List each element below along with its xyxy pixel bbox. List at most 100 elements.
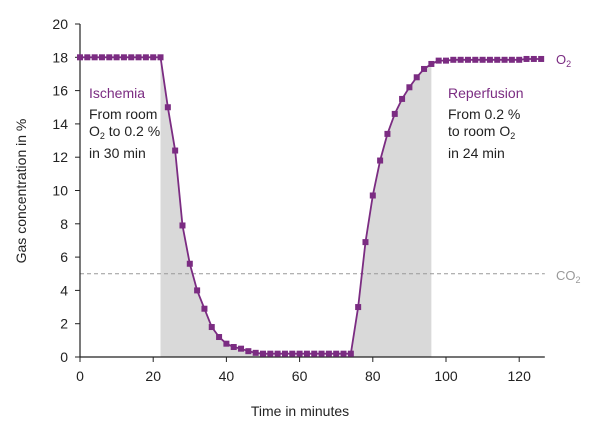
ischemia-line-2: O2 to 0.2 % xyxy=(89,123,160,141)
o2-point xyxy=(252,349,259,356)
o2-point xyxy=(179,222,186,229)
y-tick-label-18: 18 xyxy=(52,49,68,65)
y-tick-label-2: 2 xyxy=(60,316,68,332)
o2-point xyxy=(479,56,486,63)
o2-point xyxy=(186,260,193,267)
o2-point xyxy=(157,54,164,61)
o2-point xyxy=(106,54,113,61)
o2-point xyxy=(77,54,83,61)
o2-point xyxy=(311,350,318,357)
o2-point xyxy=(281,350,288,357)
shaded-regions xyxy=(160,57,432,358)
o2-point xyxy=(450,56,457,63)
x-tick-label-80: 80 xyxy=(365,368,381,384)
o2-point xyxy=(230,344,237,351)
ischemia-line-3: in 30 min xyxy=(89,145,146,161)
o2-point xyxy=(421,65,428,72)
o2-point xyxy=(289,350,296,357)
o2-point xyxy=(208,324,215,331)
o2-point xyxy=(245,348,252,355)
reperfusion-line-2: to room O2 xyxy=(448,123,515,141)
o2-point xyxy=(172,147,179,154)
o2-label-main: O xyxy=(556,52,566,67)
reperfusion-line-3: in 24 min xyxy=(448,145,505,161)
reperfusion-line-1: From 0.2 % xyxy=(448,106,520,122)
o2-point xyxy=(164,104,171,111)
o2-point xyxy=(530,55,537,62)
o2-series-label: O2 xyxy=(556,52,571,69)
y-tick-label-6: 6 xyxy=(60,249,68,265)
o2-point xyxy=(318,350,325,357)
o2-point xyxy=(340,350,347,357)
co2-label-main: CO xyxy=(556,268,576,283)
o2-series xyxy=(77,54,545,357)
o2-point xyxy=(494,56,501,63)
o2-point xyxy=(538,55,545,62)
o2-point xyxy=(260,350,266,357)
x-tick-label-60: 60 xyxy=(292,368,308,384)
x-tick-label-20: 20 xyxy=(145,368,161,384)
o2-point xyxy=(377,157,384,164)
y-tick-label-0: 0 xyxy=(60,349,68,365)
o2-point xyxy=(142,54,149,61)
o2-point xyxy=(508,56,515,63)
o2-point xyxy=(435,57,442,64)
o2-point xyxy=(98,54,105,61)
o2-point xyxy=(523,55,530,62)
o2-point xyxy=(369,192,376,199)
ischemia-annotation: Ischemia From room O2 to 0.2 % in 30 min xyxy=(89,85,160,161)
o2-point xyxy=(472,56,479,63)
o2-point xyxy=(413,74,420,81)
ischemia-title: Ischemia xyxy=(89,85,145,101)
ischemia-line-2-main: O xyxy=(89,123,100,139)
o2-point xyxy=(128,54,135,61)
y-tick-label-16: 16 xyxy=(52,83,68,99)
x-tick-label-100: 100 xyxy=(434,368,458,384)
o2-point xyxy=(464,56,471,63)
o2-point xyxy=(428,60,435,67)
o2-point xyxy=(238,345,245,352)
o2-point xyxy=(216,334,223,341)
axes: 0 2 4 6 8 10 12 14 16 18 20 0 20 40 60 80 100 120 xyxy=(52,16,545,384)
o2-point xyxy=(194,287,201,294)
o2-point xyxy=(325,350,332,357)
reperfusion-line-2-sub: 2 xyxy=(510,131,515,141)
o2-point xyxy=(303,350,310,357)
y-tick-label-10: 10 xyxy=(52,183,68,199)
o2-point xyxy=(384,130,391,137)
y-tick-label-8: 8 xyxy=(60,216,68,232)
o2-point xyxy=(84,54,91,61)
o2-point xyxy=(443,57,449,64)
o2-point xyxy=(223,340,230,347)
reperfusion-annotation: Reperfusion From 0.2 % to room O2 in 24 … xyxy=(448,85,524,161)
y-tick-label-20: 20 xyxy=(52,16,68,32)
y-axis-title: Gas concentration in % xyxy=(13,119,29,264)
o2-point xyxy=(120,54,127,61)
y-tick-label-14: 14 xyxy=(52,116,68,132)
shaded-region-1 xyxy=(160,57,271,358)
o2-point xyxy=(457,56,464,63)
o2-point xyxy=(91,54,98,61)
o2-point xyxy=(296,350,303,357)
o2-point xyxy=(274,350,281,357)
o2-point xyxy=(201,305,208,312)
o2-point xyxy=(486,56,493,63)
x-tick-label-40: 40 xyxy=(219,368,235,384)
y-tick-label-12: 12 xyxy=(52,149,68,165)
x-tick-label-120: 120 xyxy=(508,368,532,384)
o2-point xyxy=(267,350,274,357)
x-tick-label-0: 0 xyxy=(76,368,84,384)
o2-point xyxy=(516,56,523,63)
reperfusion-title: Reperfusion xyxy=(448,85,524,101)
o2-point xyxy=(501,56,508,63)
o2-point xyxy=(406,84,413,91)
o2-point xyxy=(333,350,340,357)
x-axis-title: Time in minutes xyxy=(251,403,349,419)
reperfusion-line-2-main: to room O xyxy=(448,123,510,139)
o2-point xyxy=(399,95,406,102)
co2-label-sub: 2 xyxy=(576,275,581,285)
o2-point xyxy=(347,350,354,357)
ischemia-line-2-rest: to 0.2 % xyxy=(105,123,160,139)
ischemia-line-1: From room xyxy=(89,106,157,122)
